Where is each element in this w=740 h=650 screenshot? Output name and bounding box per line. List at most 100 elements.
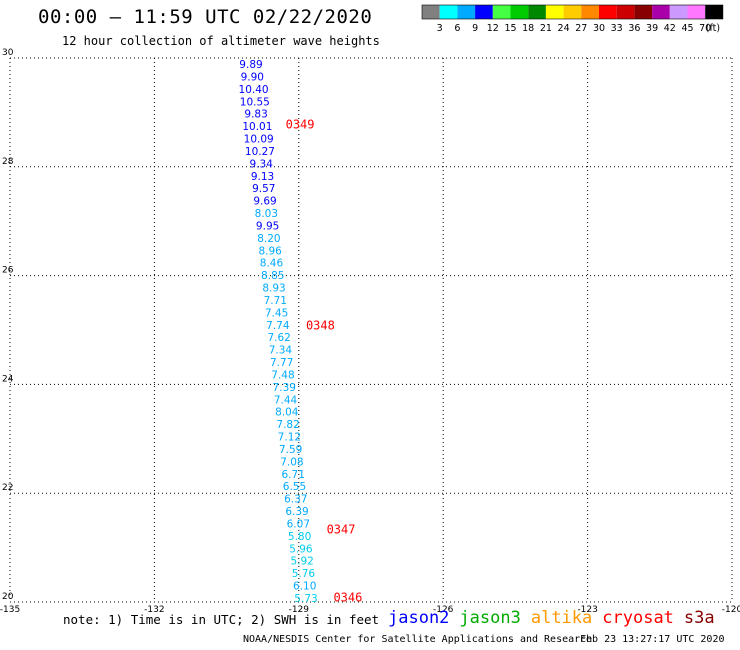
lat-label: 24 <box>2 374 14 384</box>
lon-label: -126 <box>433 605 454 615</box>
lat-label: 30 <box>2 48 14 58</box>
note-text: note: 1) Time is in UTC; 2) SWH is in fe… <box>63 612 380 627</box>
wave-height-value: 6.10 <box>293 581 316 593</box>
wave-height-value: 10.55 <box>240 96 270 108</box>
wave-height-value: 9.69 <box>253 196 276 208</box>
lat-label: 22 <box>2 483 13 493</box>
wave-height-value: 9.13 <box>251 171 274 183</box>
satellite-name: jason3 <box>459 608 521 628</box>
pass-time-label: 0346 <box>333 591 362 605</box>
wave-height-value: 6.07 <box>287 518 310 530</box>
wave-height-value: 10.01 <box>242 121 272 133</box>
legend-swatch <box>475 5 493 19</box>
wave-height-value: 7.48 <box>271 369 294 381</box>
wave-height-value: 6.39 <box>285 506 308 518</box>
wave-height-value: 5.80 <box>288 531 311 543</box>
legend-label: 24 <box>558 23 570 34</box>
lon-label: -120 <box>722 605 740 615</box>
wave-height-value: 7.62 <box>267 332 290 344</box>
wave-height-value: 10.27 <box>245 146 275 158</box>
legend-swatch <box>705 5 723 19</box>
legend-unit: (ft) <box>706 23 720 34</box>
lon-label: -132 <box>144 605 164 615</box>
color-legend: 3 6 9 12 15 18 21 24 27 30 33 36 39 42 45 70(ft) <box>421 4 724 34</box>
wave-height-value: 5.76 <box>292 568 316 580</box>
legend-swatch <box>439 5 458 19</box>
wave-height-value: 8.03 <box>255 208 278 220</box>
legend-label: 30 <box>593 23 605 34</box>
wave-height-value: 8.20 <box>257 233 280 245</box>
wave-height-value: 9.95 <box>256 220 279 232</box>
legend-swatch <box>545 5 564 19</box>
legend-label: 6 <box>454 23 460 34</box>
pass-time-label: 0348 <box>306 319 335 333</box>
generated-timestamp: Feb 23 13:27:17 UTC 2020 <box>580 634 725 645</box>
legend-swatch <box>652 5 670 19</box>
satellite-name: cryosat <box>602 608 674 628</box>
lon-label: -123 <box>577 605 597 615</box>
lat-label: 20 <box>2 592 14 602</box>
pass-time-label: 0347 <box>327 523 356 537</box>
wave-height-value: 7.39 <box>273 382 296 394</box>
lon-label: -129 <box>289 605 310 615</box>
legend-swatch <box>687 5 706 19</box>
wave-height-value: 7.59 <box>279 444 302 456</box>
satellite-name: altika <box>530 608 593 628</box>
wave-height-value: 7.34 <box>269 345 293 357</box>
legend-swatch <box>422 5 440 19</box>
legend-label: 15 <box>504 23 516 34</box>
wave-height-value: 5.92 <box>290 556 313 568</box>
wave-height-value: 7.45 <box>265 307 288 319</box>
wave-height-value: 9.57 <box>252 183 275 195</box>
legend-swatch <box>616 5 635 19</box>
legend-label: 70 <box>699 23 711 34</box>
lat-label: 26 <box>2 266 14 276</box>
wave-height-value: 9.89 <box>239 59 262 71</box>
legend-swatch <box>669 5 688 19</box>
page-subtitle: 12 hour collection of altimeter wave hei… <box>62 34 380 48</box>
wave-height-value: 7.82 <box>276 419 299 431</box>
lon-label: -135 <box>0 605 20 615</box>
legend-swatch <box>457 5 476 19</box>
wave-height-value: 7.77 <box>270 357 293 369</box>
satellite-name: s3a <box>683 608 715 628</box>
wave-height-value: 10.40 <box>239 84 269 96</box>
wave-height-value: 7.08 <box>280 456 303 468</box>
legend-swatch <box>599 5 617 19</box>
wave-height-value: 10.09 <box>244 134 274 146</box>
wave-height-value: 8.96 <box>258 245 282 257</box>
wave-height-value: 8.93 <box>262 283 285 295</box>
pass-time-label: 0349 <box>286 117 315 131</box>
lat-label: 28 <box>2 157 14 167</box>
legend-label: 12 <box>487 23 499 34</box>
page-title: 00:00 – 11:59 UTC 02/22/2020 <box>38 6 373 28</box>
wave-height-value: 7.44 <box>274 394 298 406</box>
legend-label: 39 <box>646 23 658 34</box>
legend-label: 27 <box>575 23 587 34</box>
legend-label: 42 <box>664 23 676 34</box>
wave-height-value: 9.83 <box>244 109 267 121</box>
wave-height-value: 7.74 <box>266 320 290 332</box>
legend-label: 3 <box>437 23 443 34</box>
legend-label: 33 <box>611 23 623 34</box>
wave-height-value: 5.96 <box>289 543 313 555</box>
wave-height-value: 7.12 <box>278 432 301 444</box>
wave-height-value: 5.73 <box>294 593 317 605</box>
footer-credit: NOAA/NESDIS Center for Satellite Applica… <box>243 634 593 645</box>
legend-swatch <box>492 5 511 19</box>
legend-swatch <box>581 5 599 19</box>
legend-swatch <box>634 5 653 19</box>
satellite-legend: jason2 jason3 altika cryosat s3a <box>388 608 725 628</box>
legend-swatch <box>510 5 529 19</box>
wave-height-value: 7.71 <box>264 295 287 307</box>
wave-height-value: 8.85 <box>261 270 284 282</box>
legend-label: 36 <box>628 23 640 34</box>
satellite-name: jason2 <box>388 608 450 628</box>
wave-height-value: 8.04 <box>275 407 299 419</box>
legend-swatch <box>563 5 582 19</box>
wave-height-value: 6.55 <box>283 481 306 493</box>
legend-label: 45 <box>681 23 693 34</box>
legend-label: 21 <box>540 23 552 34</box>
wave-height-value: 6.71 <box>282 469 305 481</box>
wave-height-value: 8.46 <box>260 258 284 270</box>
